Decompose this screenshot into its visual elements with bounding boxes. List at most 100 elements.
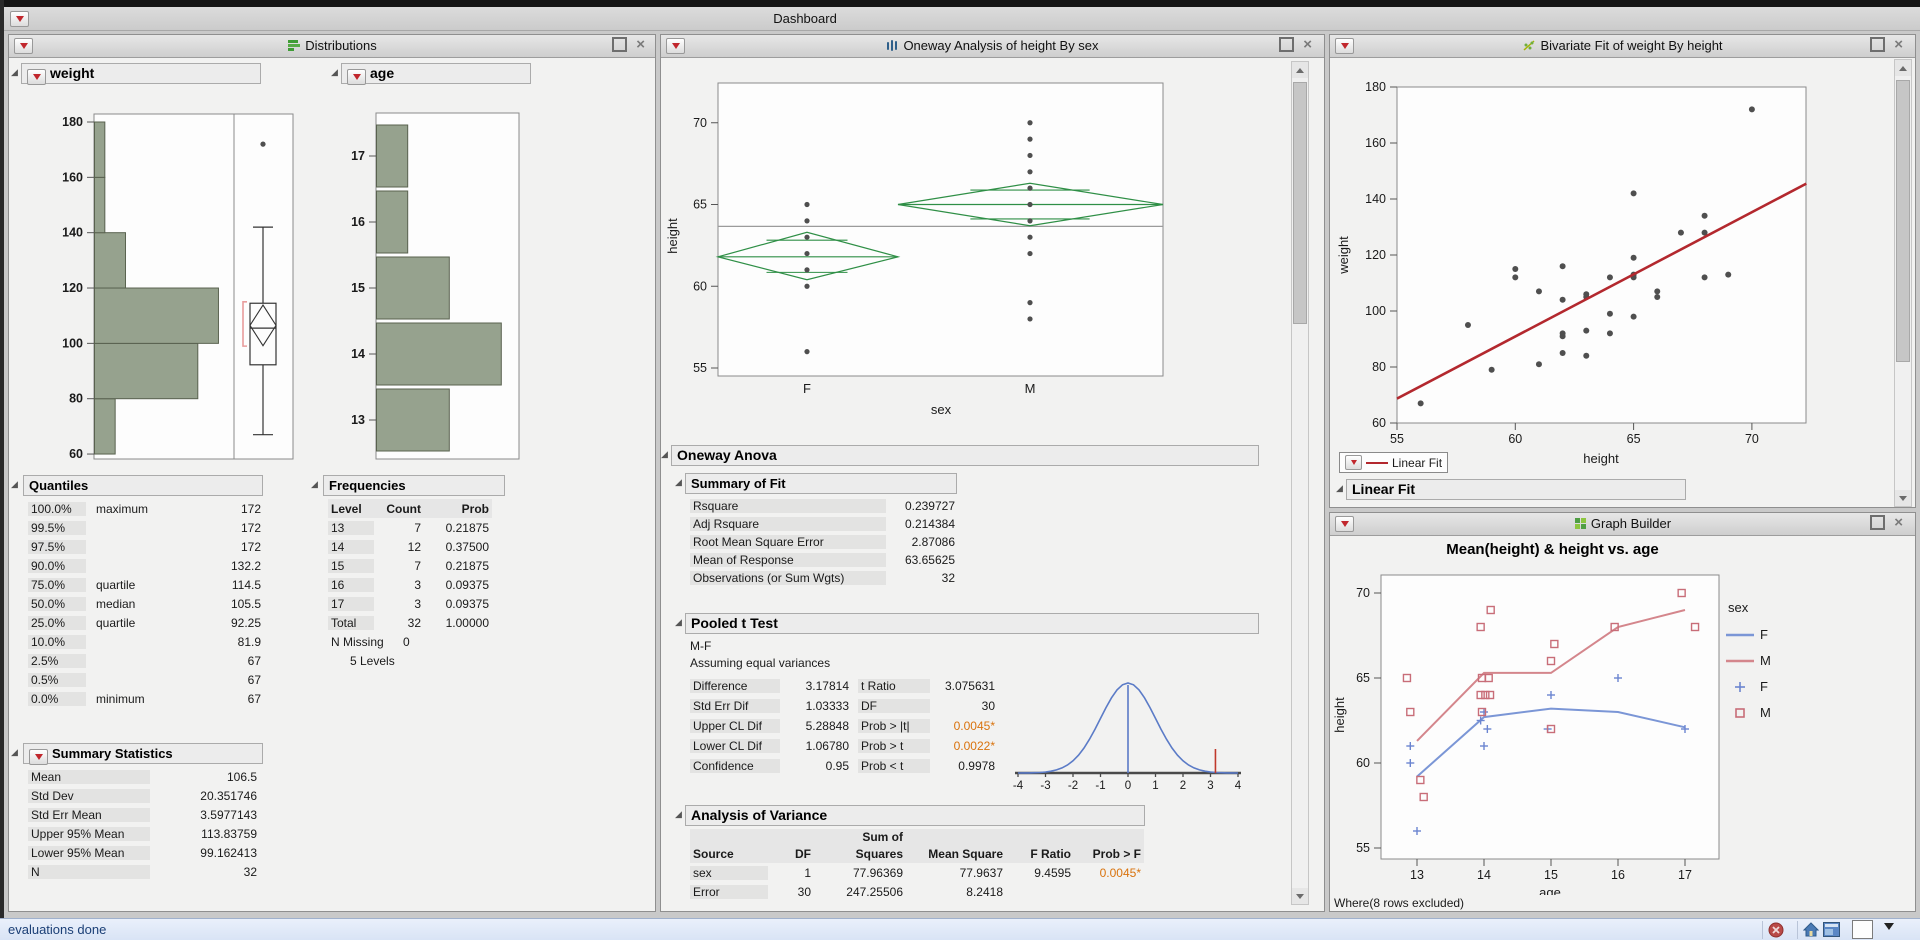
- close-icon[interactable]: ×: [636, 35, 645, 53]
- aov-row: sex 1 77.96369 77.9637 9.4595 0.0045*: [690, 863, 1144, 882]
- svg-text:55: 55: [693, 361, 707, 375]
- table-cell: 97.5%: [28, 539, 86, 554]
- scroll-up-button[interactable]: [1895, 60, 1911, 76]
- disclosure-triangle[interactable]: ◢: [1336, 483, 1343, 493]
- maximize-icon[interactable]: [1870, 515, 1886, 530]
- table-cell: Prob: [461, 501, 489, 516]
- disclosure-triangle[interactable]: ◢: [11, 479, 18, 489]
- summary-statistics-section-header[interactable]: Summary Statistics: [23, 743, 263, 765]
- table-cell: 0.37500: [445, 539, 489, 554]
- svg-text:13: 13: [351, 413, 365, 427]
- exclude-status-icon[interactable]: [1768, 922, 1784, 940]
- table-cell: 0.5%: [28, 672, 86, 687]
- window-list-icon[interactable]: [1823, 922, 1840, 940]
- svg-text:160: 160: [62, 170, 83, 184]
- status-bar: evaluations done: [0, 918, 1920, 940]
- t-test-row: Confidence 0.95: [690, 756, 852, 776]
- red-triangle-menu-button[interactable]: [1345, 455, 1362, 470]
- red-triangle-menu-button[interactable]: [666, 38, 685, 54]
- quantiles-section-header[interactable]: Quantiles: [23, 475, 263, 496]
- scrollbar-thumb[interactable]: [1293, 82, 1307, 324]
- table-cell: 10.0%: [28, 634, 86, 649]
- red-triangle-menu-button[interactable]: [29, 749, 48, 765]
- scroll-down-button[interactable]: [1895, 490, 1911, 506]
- disclosure-triangle[interactable]: ◢: [311, 479, 318, 489]
- svg-text:160: 160: [1365, 136, 1386, 150]
- bivariate-scatter-plot[interactable]: 180 160 140 120 100 80 60 55 60 65 70 height weight: [1330, 59, 1890, 483]
- red-triangle-menu-button[interactable]: [1335, 516, 1354, 532]
- distributions-panel-header[interactable]: Distributions ×: [9, 35, 655, 58]
- table-cell: Prob > F: [1092, 846, 1141, 861]
- maximize-icon[interactable]: [1279, 37, 1295, 52]
- disclosure-triangle[interactable]: ◢: [331, 67, 338, 77]
- panel-distributions: Distributions × ◢ weight ◢ age 180 160 140…: [8, 34, 656, 912]
- caret-down-icon[interactable]: [1884, 923, 1894, 930]
- table-cell: 1.06780: [805, 739, 849, 753]
- aov-row: Error 30 247.25506 8.2418: [690, 882, 1144, 901]
- maximize-icon[interactable]: [1870, 37, 1886, 52]
- table-cell: 3.075631: [944, 679, 995, 693]
- age-section-header[interactable]: age: [341, 63, 531, 85]
- scroll-up-button[interactable]: [1292, 62, 1308, 78]
- oneway-panel-header[interactable]: Oneway Analysis of height By sex ×: [661, 35, 1324, 58]
- maximize-icon[interactable]: [612, 37, 628, 52]
- t-test-subtitle: M-F: [690, 639, 712, 653]
- oneway-anova-section-header[interactable]: Oneway Anova: [671, 445, 1259, 466]
- home-icon[interactable]: [1802, 922, 1820, 940]
- weight-section-header[interactable]: weight: [21, 63, 261, 85]
- bivariate-scrollbar[interactable]: [1894, 59, 1912, 507]
- dashboard-titlebar: Dashboard: [4, 7, 1920, 31]
- disclosure-triangle[interactable]: ◢: [675, 477, 682, 487]
- disclosure-triangle[interactable]: ◢: [675, 617, 682, 627]
- svg-text:0: 0: [1125, 780, 1131, 792]
- disclosure-triangle[interactable]: ◢: [11, 747, 18, 757]
- t-test-row: t Ratio 3.075631: [858, 676, 998, 696]
- bivariate-icon: [1522, 39, 1536, 55]
- frequencies-header-row: Level Count Prob: [328, 499, 492, 518]
- table-cell: Count: [386, 501, 421, 516]
- linear-fit-section-header[interactable]: Linear Fit: [1346, 479, 1686, 500]
- bivariate-panel-header[interactable]: Bivariate Fit of weight By height ×: [1330, 35, 1915, 58]
- table-cell: 132.2: [230, 558, 261, 573]
- analysis-of-variance-section-header[interactable]: Analysis of Variance: [685, 805, 1145, 826]
- svg-text:16: 16: [351, 215, 365, 229]
- summary-statistics-row: Lower 95% Mean 99.162413: [28, 843, 260, 862]
- disclosure-triangle[interactable]: ◢: [11, 67, 18, 77]
- age-histogram-plot[interactable]: 17 16 15 14 13: [329, 103, 539, 465]
- red-triangle-menu-button[interactable]: [1335, 38, 1354, 54]
- summary-of-fit-row: Root Mean Square Error 2.87086: [690, 533, 958, 551]
- red-triangle-menu-button[interactable]: [347, 69, 366, 85]
- table-cell: 2.87086: [911, 535, 955, 549]
- close-icon[interactable]: ×: [1303, 35, 1312, 53]
- layout-selector-button[interactable]: [1852, 920, 1873, 939]
- graph-builder-panel-header[interactable]: Graph Builder ×: [1330, 513, 1915, 536]
- weight-histogram-plot[interactable]: 180 160 140 120 100 80 60: [47, 103, 297, 465]
- table-cell: 1.00000: [445, 615, 489, 630]
- scrollbar-thumb[interactable]: [1896, 80, 1910, 362]
- table-cell: 12: [407, 539, 421, 554]
- linear-fit-legend-label: Linear Fit: [1392, 455, 1443, 470]
- disclosure-triangle[interactable]: ◢: [661, 449, 668, 459]
- oneway-scrollbar[interactable]: [1291, 61, 1309, 905]
- summary-of-fit-section-header[interactable]: Summary of Fit: [685, 473, 957, 494]
- red-triangle-menu-button[interactable]: [10, 11, 29, 27]
- window-buttons: ×: [1870, 37, 1903, 52]
- close-icon[interactable]: ×: [1894, 35, 1903, 53]
- red-triangle-menu-button[interactable]: [27, 69, 46, 85]
- disclosure-triangle[interactable]: ◢: [675, 809, 682, 819]
- red-triangle-icon: [1340, 521, 1349, 527]
- pooled-t-test-section-header[interactable]: Pooled t Test: [685, 613, 1259, 634]
- svg-text:height: height: [1583, 451, 1619, 466]
- frequencies-section-header[interactable]: Frequencies: [323, 475, 505, 496]
- table-cell: Std Err Mean: [28, 807, 150, 822]
- quantiles-row: 2.5% 67: [28, 651, 264, 670]
- scroll-down-button[interactable]: [1292, 888, 1308, 904]
- quantiles-row: 75.0% quartile 114.5: [28, 575, 264, 594]
- summary-statistics-row: N 32: [28, 862, 260, 881]
- table-cell: Prob < t: [858, 759, 930, 773]
- close-icon[interactable]: ×: [1894, 513, 1903, 531]
- red-triangle-menu-button[interactable]: [14, 38, 33, 54]
- summary-of-fit-row: Mean of Response 63.65625: [690, 551, 958, 569]
